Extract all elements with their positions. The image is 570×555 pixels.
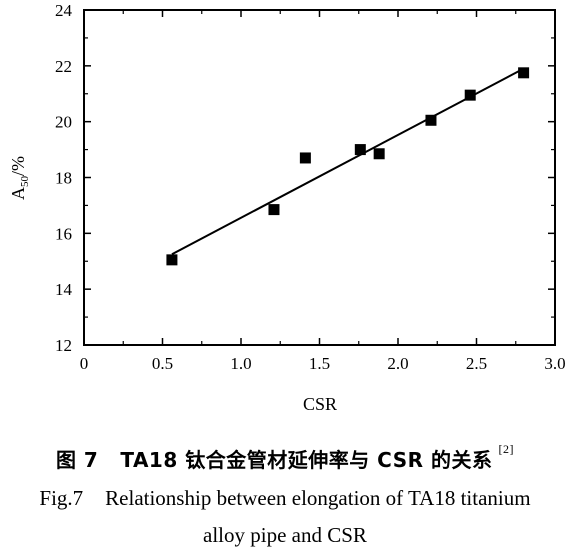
scatter-plot: 0 0.5 1.0 1.5 2.0 2.5 3.0 12 14 16 18 20 22 24 CSR A… bbox=[8, 1, 566, 414]
y-tick-label: 18 bbox=[55, 169, 72, 188]
x-tick-label: 0.5 bbox=[152, 354, 173, 373]
x-tick-label: 1.5 bbox=[309, 354, 330, 373]
x-tick-label: 0 bbox=[80, 354, 89, 373]
x-tick-label: 3.0 bbox=[544, 354, 565, 373]
minor-ticks bbox=[84, 10, 555, 345]
caption-zh-reference: [2] bbox=[498, 442, 515, 456]
x-tick-label: 2.0 bbox=[387, 354, 408, 373]
x-axis-title: CSR bbox=[303, 394, 337, 414]
data-point bbox=[464, 89, 476, 101]
caption-english-line1: Fig.7 Relationship between elongation of … bbox=[0, 486, 570, 511]
y-axis-title-unit: /% bbox=[8, 156, 28, 176]
caption-english-line2: alloy pipe and CSR bbox=[203, 523, 367, 547]
caption-chinese: 图 7 TA18 钛合金管材延伸率与 CSR 的关系 [2] bbox=[0, 442, 570, 473]
data-point bbox=[373, 148, 385, 160]
caption-zh-text: TA18 钛合金管材延伸率与 CSR 的关系 bbox=[120, 448, 493, 472]
plot-frame bbox=[83, 9, 556, 346]
y-tick-label: 22 bbox=[55, 57, 72, 76]
x-tick-label: 1.0 bbox=[230, 354, 251, 373]
caption-en-fignum: Fig.7 bbox=[39, 486, 84, 510]
y-tick-label: 20 bbox=[55, 113, 72, 132]
data-point bbox=[425, 114, 437, 126]
y-tick-label: 24 bbox=[55, 1, 73, 20]
major-ticks bbox=[83, 9, 556, 346]
caption-zh-fignum: 图 7 bbox=[55, 448, 99, 472]
y-axis-title-main: A bbox=[8, 187, 28, 200]
caption-en-line1: Relationship between elongation of TA18 … bbox=[105, 486, 531, 510]
x-tick-label: 2.5 bbox=[466, 354, 487, 373]
y-tick-label: 16 bbox=[55, 224, 72, 243]
x-tick-labels: 0 0.5 1.0 1.5 2.0 2.5 3.0 bbox=[80, 354, 566, 373]
y-tick-labels: 12 14 16 18 20 22 24 bbox=[55, 1, 73, 355]
data-point bbox=[518, 67, 530, 79]
y-axis-title: A50/% bbox=[8, 156, 31, 200]
y-tick-label: 14 bbox=[55, 280, 73, 299]
data-point bbox=[268, 204, 280, 216]
data-points bbox=[166, 67, 530, 266]
data-point bbox=[354, 144, 366, 156]
data-point bbox=[299, 152, 311, 164]
y-tick-label: 12 bbox=[55, 336, 72, 355]
y-axis-title-sub: 50 bbox=[19, 176, 31, 188]
data-point bbox=[166, 254, 178, 266]
